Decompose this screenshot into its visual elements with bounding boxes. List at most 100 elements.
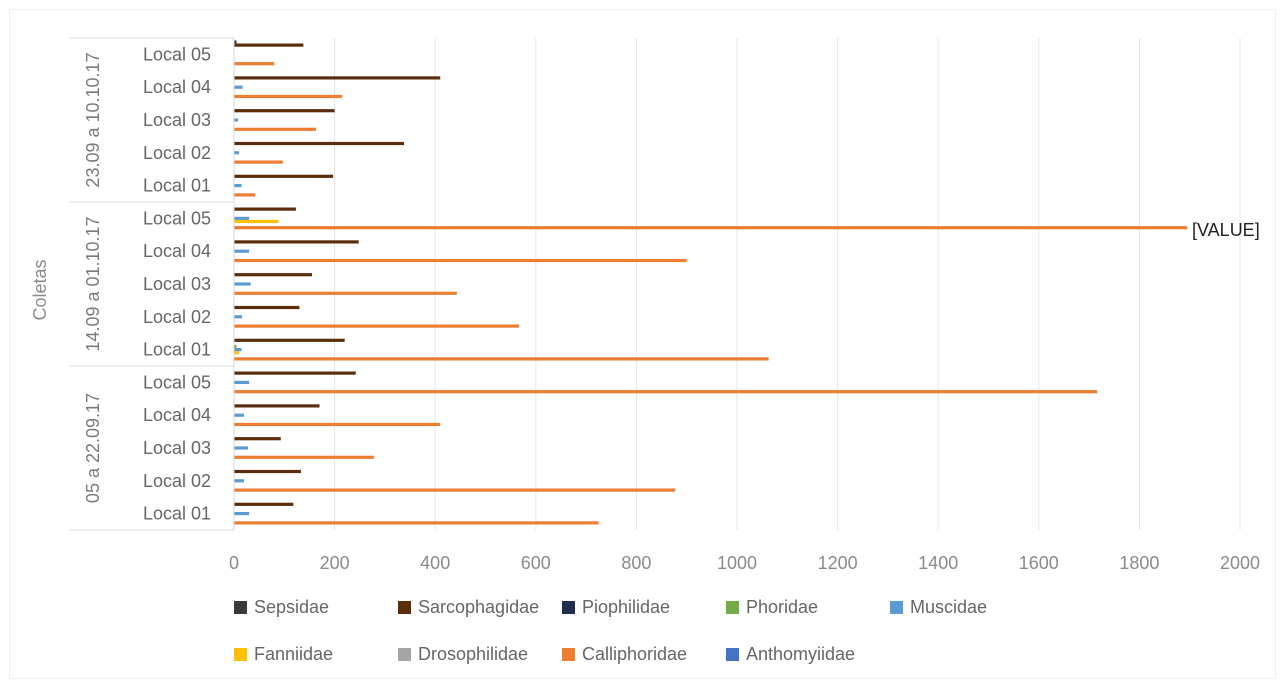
bar [234,249,250,253]
bar [234,413,245,417]
x-tick-label: 400 [420,553,450,573]
bar [234,390,1098,394]
bar [234,502,294,506]
legend-label: Piophilidae [582,597,670,617]
y-tick-label: Local 05 [143,372,211,392]
bar [234,43,304,47]
bar [234,226,1188,230]
bar [234,357,769,361]
bars [234,40,1188,525]
axes: 0 200 400 600 800 1000 1200 1400 1600 1800 2000 Loc… [70,37,1260,573]
x-tick-label: 0 [229,553,239,573]
bar [234,62,275,66]
y-tick-label: Local 04 [143,405,211,425]
bar [234,324,520,328]
x-tick-label: 1200 [818,553,858,573]
bar [234,380,250,384]
bar [234,76,441,80]
y-tick-label: Local 01 [143,340,211,360]
bar [234,344,237,349]
bar [234,488,676,492]
x-tick-label: 200 [320,553,350,573]
legend-label: Muscidae [910,597,987,617]
x-tick-label: 600 [521,553,551,573]
y-tick-label: Local 02 [143,471,211,491]
legend-swatch [726,648,739,661]
bar [234,512,250,516]
bar [234,109,335,113]
y-tick-label: Local 01 [143,176,211,196]
legend-swatch [890,601,903,614]
bar [234,207,296,211]
y-tick-label: Local 02 [143,307,211,327]
bar [234,282,251,286]
bar [234,184,242,188]
bar [234,118,239,122]
legend-swatch [562,601,575,614]
legend-swatch [234,601,247,614]
bar [234,273,312,277]
group-label: 05 a 22.09.17 [83,393,103,503]
legend-swatch [562,648,575,661]
y-tick-label: Local 05 [143,208,211,228]
y-tick-label: Local 01 [143,504,211,524]
bar [234,479,245,483]
x-tick-label: 1600 [1019,553,1059,573]
bar [234,141,405,146]
bar [234,94,343,99]
y-tick-label: Local 03 [143,274,211,294]
legend-label: Drosophilidae [418,644,528,664]
y-tick-label: Local 04 [143,77,211,97]
bar [234,258,687,263]
x-tick-label: 1000 [717,553,757,573]
y-tick-label: Local 03 [143,110,211,130]
y-tick-label: Local 03 [143,438,211,458]
legend-swatch [398,648,411,661]
x-tick-label: 800 [621,553,651,573]
legend: Sepsidae Sarcophagidae Piophilidae Phoridae… [234,597,987,664]
bar [234,422,441,427]
bar [234,338,345,342]
chart-area-border [9,9,1276,679]
bar [234,305,300,310]
bar [234,127,316,131]
bar [234,151,240,155]
bar [234,455,374,459]
legend-swatch [726,601,739,614]
x-tick-label: 1400 [918,553,958,573]
bar [234,469,301,474]
bar [234,351,240,355]
bar [234,404,320,408]
legend-label: Anthomyiidae [746,644,855,664]
bar [234,40,237,44]
y-axis-title: Coletas [30,259,50,320]
bar [234,371,356,375]
x-tick-label: 2000 [1220,553,1260,573]
legend-swatch [398,601,411,614]
legend-label: Sepsidae [254,597,329,617]
value-annotation: [VALUE] [1192,220,1260,240]
x-tick-label: 1800 [1119,553,1159,573]
bar [234,315,243,319]
group-label: 23.09 a 10.10.17 [83,52,103,187]
bar [234,160,283,164]
bar [234,291,457,295]
bar [234,521,599,525]
y-tick-label: Local 04 [143,241,211,261]
legend-label: Fanniidae [254,644,333,664]
bar [234,174,334,178]
bar [234,240,359,244]
bar [234,446,249,450]
legend-label: Calliphoridae [582,644,687,664]
y-tick-label: Local 02 [143,143,211,163]
bar [234,348,242,352]
bar [234,437,281,441]
bar [234,193,256,197]
group-label: 14.09 a 01.10.17 [83,216,103,351]
legend-label: Sarcophagidae [418,597,539,617]
bar [234,216,250,220]
bar [234,219,279,224]
y-tick-label: Local 05 [143,44,211,64]
